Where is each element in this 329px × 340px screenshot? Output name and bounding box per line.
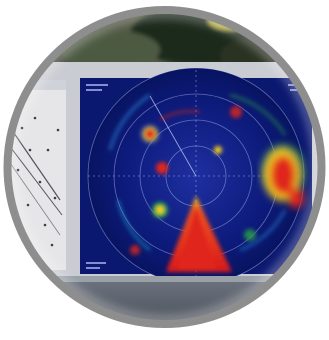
monitor-base-edge [8,276,321,282]
echo-cone [166,196,232,272]
echo-top-left [139,123,161,145]
echo-arcs [108,93,287,252]
sonar-screen [80,67,312,285]
desk-surface [8,276,321,323]
echo-small-blobs [130,106,256,255]
photo-ring-border [3,6,326,328]
bearing-line [149,95,197,177]
echo-right-cluster [261,144,305,208]
